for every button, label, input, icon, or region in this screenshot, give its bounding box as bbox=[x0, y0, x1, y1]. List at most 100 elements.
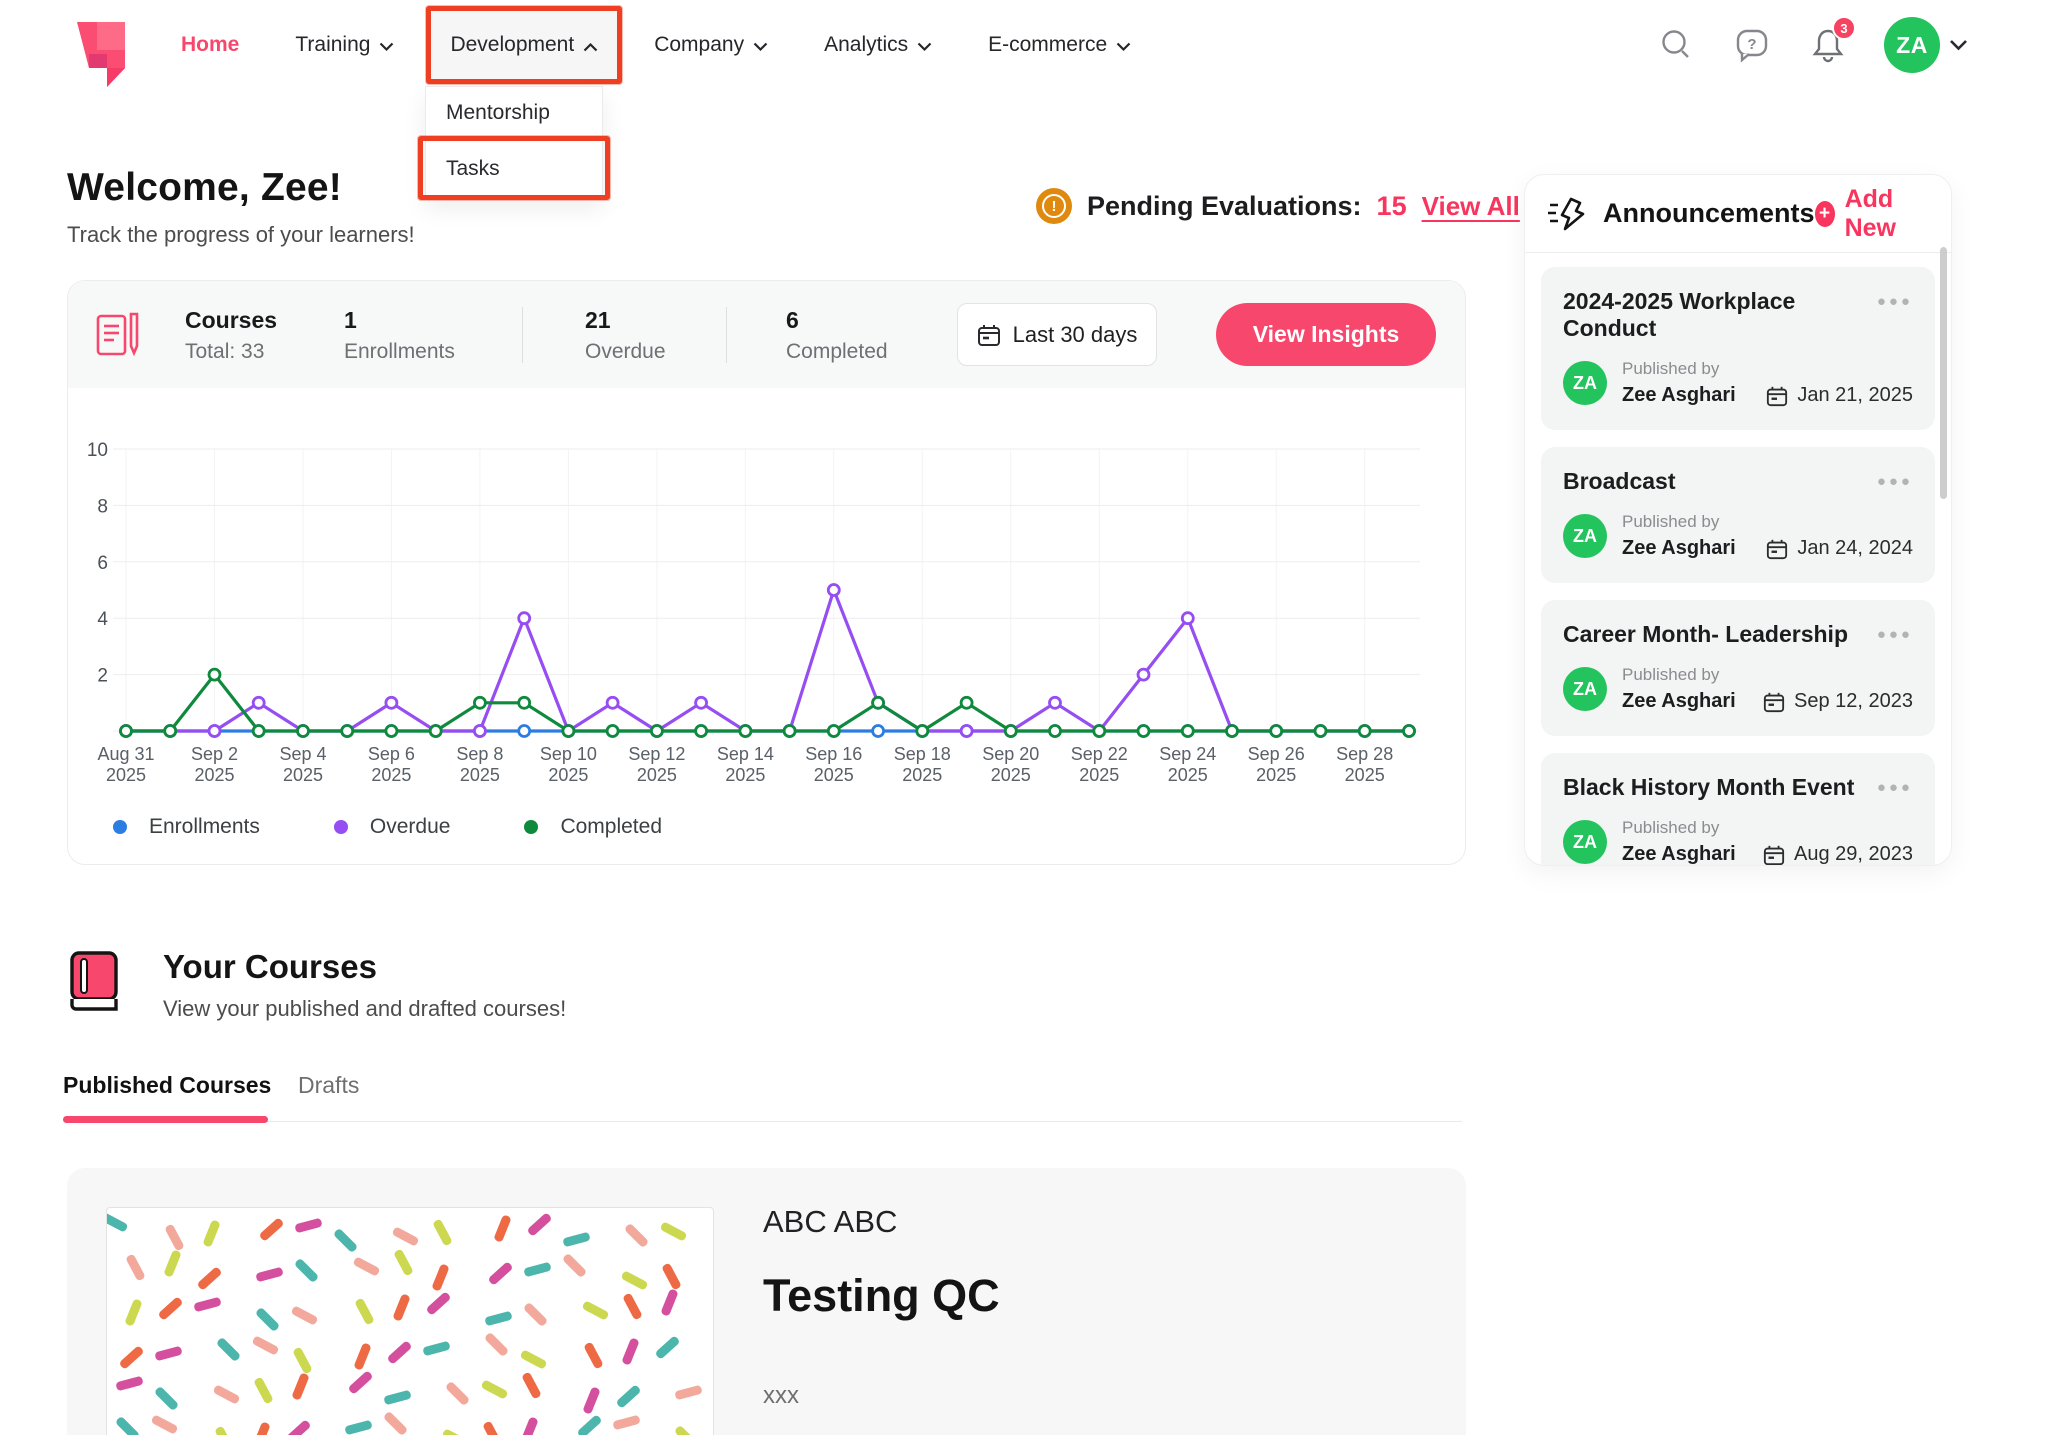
chevron-down-icon bbox=[753, 42, 768, 52]
publish-date-text: Aug 29, 2023 bbox=[1794, 843, 1913, 865]
published-by-label: Published by bbox=[1622, 512, 1720, 531]
menu-item-mentorship[interactable]: Mentorship bbox=[426, 87, 602, 138]
tab-published-courses[interactable]: Published Courses bbox=[63, 1072, 272, 1098]
avatar: ZA bbox=[1884, 17, 1940, 73]
legend-label: Enrollments bbox=[149, 815, 260, 838]
tab-drafts[interactable]: Drafts bbox=[298, 1072, 360, 1098]
profile-menu[interactable]: ZA bbox=[1884, 17, 1968, 73]
avatar: ZA bbox=[1563, 361, 1607, 405]
published-by-label: Published by bbox=[1622, 818, 1720, 837]
stat-courses-label: Courses bbox=[185, 307, 278, 333]
avatar: ZA bbox=[1563, 514, 1607, 558]
publish-date: Jan 24, 2024 bbox=[1766, 537, 1913, 560]
calendar-icon bbox=[1767, 386, 1788, 406]
brand-logo-icon bbox=[77, 22, 125, 87]
legend-label: Overdue bbox=[369, 815, 451, 838]
help-button[interactable]: ? bbox=[1732, 25, 1772, 65]
svg-text:10: 10 bbox=[87, 440, 108, 461]
author-name: Zee Asghari bbox=[1622, 384, 1736, 406]
courses-overview-card: Courses Total: 33 1 Enrollments 21 Overd… bbox=[67, 280, 1466, 865]
more-options-icon[interactable]: ●●● bbox=[1876, 293, 1913, 310]
stat-completed-value: 6 bbox=[786, 307, 799, 333]
divider bbox=[522, 307, 523, 363]
announcements-header: Announcements + Add New bbox=[1525, 175, 1951, 253]
legend-item-overdue[interactable]: Overdue bbox=[333, 815, 451, 839]
calendar-icon bbox=[977, 324, 1000, 346]
stat-enrollments: 1 Enrollments bbox=[344, 307, 455, 364]
view-insights-button[interactable]: View Insights bbox=[1216, 303, 1436, 366]
calendar-icon bbox=[1763, 845, 1785, 865]
publish-date: Jan 21, 2025 bbox=[1766, 384, 1913, 407]
your-courses-title: Your Courses bbox=[163, 948, 377, 985]
chevron-down-icon bbox=[1116, 42, 1131, 52]
brand-logo[interactable] bbox=[67, 20, 128, 92]
date-range-selector[interactable]: Last 30 days bbox=[957, 303, 1157, 366]
nav-item-company[interactable]: Company bbox=[652, 23, 770, 67]
nav-item-e-commerce[interactable]: E-commerce bbox=[986, 23, 1133, 67]
more-options-icon[interactable]: ●●● bbox=[1876, 473, 1913, 490]
more-options-icon[interactable]: ●●● bbox=[1876, 779, 1913, 796]
pending-evaluations-count: 15 bbox=[1376, 190, 1407, 221]
search-button[interactable] bbox=[1656, 25, 1696, 65]
publish-date-text: Sep 12, 2023 bbox=[1794, 690, 1913, 712]
announcement-card[interactable]: Broadcast ●●● ZA Published by Zee Asghar… bbox=[1541, 447, 1935, 583]
course-description: xxx bbox=[763, 1382, 799, 1409]
top-navigation-bar: Home Training Development Company Analyt… bbox=[0, 0, 2048, 90]
announcements-list: 2024-2025 Workplace Conduct ●●● ZA Publi… bbox=[1525, 253, 1951, 865]
announcement-title: 2024-2025 Workplace Conduct bbox=[1563, 288, 1796, 341]
chevron-down-icon bbox=[917, 42, 932, 52]
chart-legend: Enrollments Overdue Completed bbox=[113, 815, 662, 839]
announcement-title: Career Month- Leadership bbox=[1563, 621, 1848, 647]
view-all-link[interactable]: View All bbox=[1421, 190, 1520, 221]
notifications-button[interactable]: 3 bbox=[1808, 16, 1856, 65]
stat-overdue-value: 21 bbox=[585, 307, 611, 333]
nav-item-training[interactable]: Training bbox=[293, 23, 396, 67]
announcement-card[interactable]: Career Month- Leadership ●●● ZA Publishe… bbox=[1541, 600, 1935, 736]
course-card[interactable]: ABC ABC Testing QC xxx bbox=[67, 1168, 1466, 1435]
svg-text:4: 4 bbox=[97, 609, 108, 630]
legend-item-completed[interactable]: Completed bbox=[524, 815, 662, 839]
course-title: Testing QC bbox=[763, 1270, 1000, 1321]
active-tab-indicator bbox=[63, 1116, 268, 1123]
stat-enrollments-value: 1 bbox=[344, 307, 357, 333]
announcement-title: Black History Month Event bbox=[1563, 774, 1855, 800]
pending-evaluations: ! Pending Evaluations: 15 View All bbox=[1036, 188, 1520, 224]
stat-completed: 6 Completed bbox=[786, 307, 888, 364]
nav-item-home[interactable]: Home bbox=[179, 23, 241, 67]
svg-text:?: ? bbox=[1747, 36, 1756, 53]
calendar-icon bbox=[1767, 539, 1788, 559]
nav-item-analytics[interactable]: Analytics bbox=[822, 23, 934, 67]
stat-overdue: 21 Overdue bbox=[585, 307, 666, 364]
stat-courses: Courses Total: 33 bbox=[185, 307, 277, 364]
legend-dot bbox=[113, 820, 127, 834]
menu-item-tasks[interactable]: Tasks bbox=[418, 136, 610, 200]
author-name: Zee Asghari bbox=[1622, 537, 1736, 559]
announcement-card[interactable]: 2024-2025 Workplace Conduct ●●● ZA Publi… bbox=[1541, 267, 1935, 430]
more-options-icon[interactable]: ●●● bbox=[1876, 626, 1913, 643]
announcements-panel: Announcements + Add New 2024-2025 Workpl… bbox=[1524, 174, 1952, 866]
scrollbar-thumb[interactable] bbox=[1940, 247, 1947, 499]
publish-date-text: Jan 21, 2025 bbox=[1797, 384, 1913, 406]
legend-item-enrollments[interactable]: Enrollments bbox=[113, 815, 260, 839]
date-range-label: Last 30 days bbox=[1012, 321, 1138, 347]
announcement-card[interactable]: Black History Month Event ●●● ZA Publish… bbox=[1541, 753, 1935, 865]
add-new-button[interactable]: + Add New bbox=[1814, 185, 1927, 243]
nav-item-development[interactable]: Development bbox=[426, 6, 622, 84]
divider bbox=[726, 307, 727, 363]
stat-overdue-label: Overdue bbox=[585, 340, 666, 363]
svg-text:8: 8 bbox=[97, 496, 108, 517]
plus-icon: + bbox=[1814, 200, 1835, 227]
published-by-label: Published by bbox=[1622, 665, 1720, 684]
announcements-icon bbox=[1548, 197, 1585, 230]
